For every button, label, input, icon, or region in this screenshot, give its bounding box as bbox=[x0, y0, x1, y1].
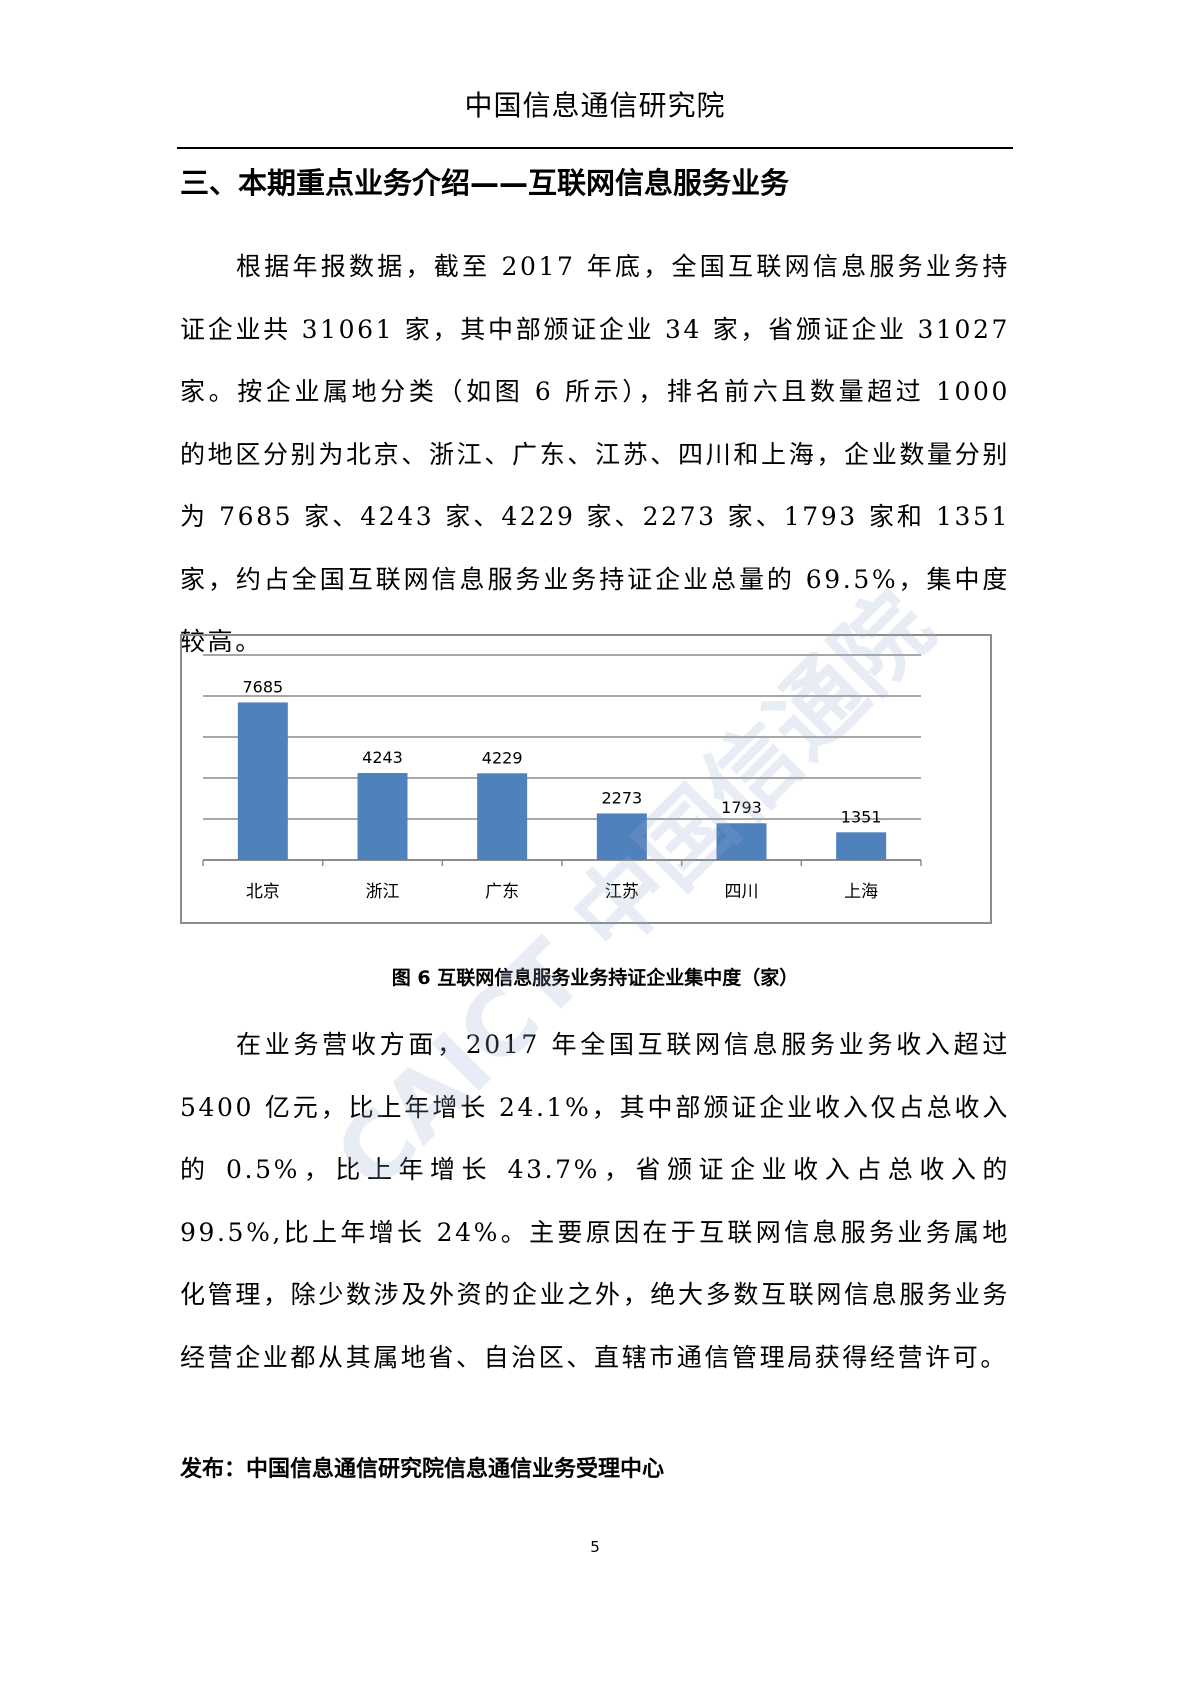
bar-2 bbox=[477, 773, 528, 860]
category-label: 江苏 bbox=[605, 882, 639, 902]
data-label: 1793 bbox=[721, 798, 762, 817]
data-label: 4243 bbox=[362, 748, 403, 767]
bar-0 bbox=[237, 702, 288, 860]
category-label: 北京 bbox=[246, 882, 280, 902]
bar-3 bbox=[596, 813, 647, 860]
publisher: 发布：中国信息通信研究院信息通信业务受理中心 bbox=[180, 1457, 665, 1482]
data-label: 2273 bbox=[601, 788, 642, 807]
category-label: 四川 bbox=[725, 882, 759, 902]
page-number: 5 bbox=[590, 1538, 600, 1556]
paragraph-2: 在业务营收方面，2017 年全国互联网信息服务业务收入超过 5400 亿元，比上… bbox=[180, 1030, 1010, 1372]
category-label: 广东 bbox=[485, 882, 519, 902]
chart-svg: 7685 北京 4243 浙江 4229 广东 2273 江苏 1793 四川 1351 上海 bbox=[202, 654, 922, 902]
category-label: 浙江 bbox=[366, 882, 400, 902]
bar-4 bbox=[716, 823, 767, 860]
data-label: 4229 bbox=[482, 748, 523, 767]
header-rule bbox=[177, 147, 1013, 149]
bar-1 bbox=[357, 773, 408, 860]
figure-caption: 图 6 互联网信息服务业务持证企业集中度（家） bbox=[391, 967, 799, 989]
paragraph-1: 根据年报数据，截至 2017 年底，全国互联网信息服务业务持证企业共 31061… bbox=[180, 252, 1010, 656]
section-title: 三、本期重点业务介绍——互联网信息服务业务 bbox=[180, 166, 790, 200]
data-label: 7685 bbox=[242, 677, 283, 696]
bar-5 bbox=[836, 832, 887, 860]
data-label: 1351 bbox=[841, 807, 882, 826]
page-header: 中国信息通信研究院 bbox=[464, 89, 726, 122]
category-label: 上海 bbox=[844, 882, 878, 902]
bar-chart: 7685 北京 4243 浙江 4229 广东 2273 江苏 1793 四川 1351 上海 bbox=[180, 634, 992, 924]
